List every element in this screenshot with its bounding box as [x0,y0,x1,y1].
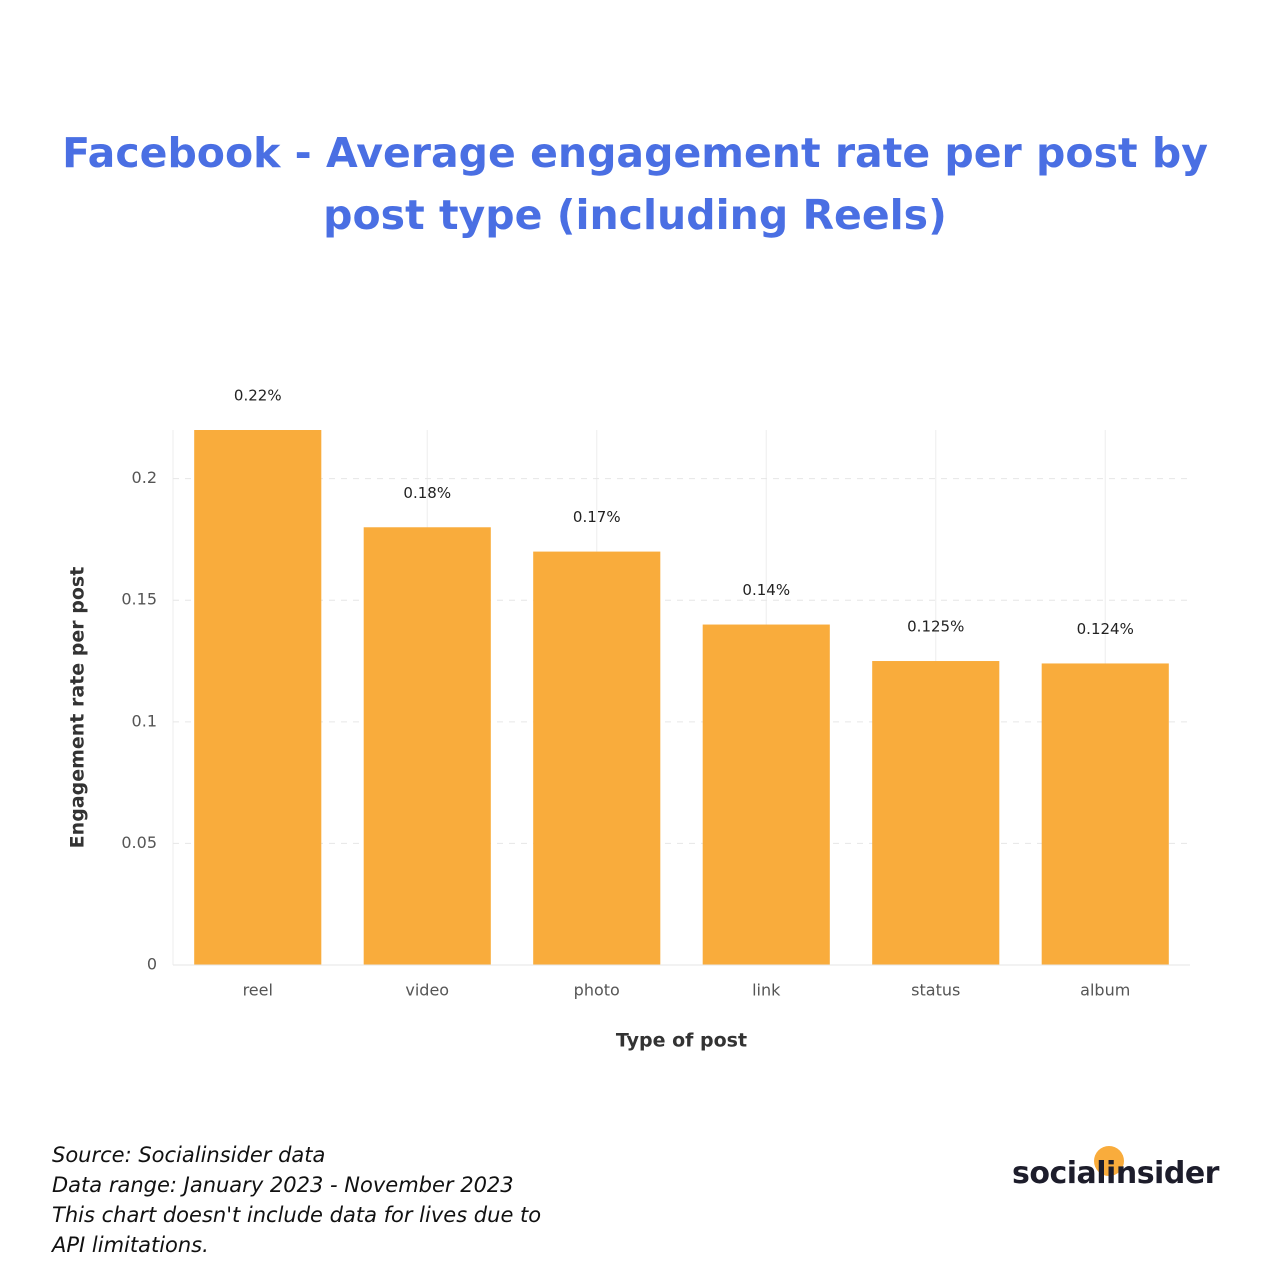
x-tick-label: album [1080,981,1130,1000]
x-axis-label: Type of post [616,1030,747,1052]
value-label: 0.125% [907,618,964,636]
y-axis-label: Engagement rate per post [67,567,89,849]
y-tick-label: 0.15 [121,590,157,609]
value-label: 0.14% [742,581,790,599]
value-label: 0.124% [1077,620,1134,638]
y-tick-label: 0.2 [132,468,157,487]
bar [702,624,830,965]
chart: 0 0.05 0.1 0.15 0.2 reel 0.22% video 0.18% photo 0… [67,387,1190,1052]
y-tick-label: 0 [147,955,157,974]
bar [872,661,1000,965]
value-label: 0.18% [403,484,451,502]
note: Data range: January 2023 - November 2023 [52,1173,514,1197]
value-label: 0.17% [573,508,621,526]
bar [533,551,661,965]
x-tick-label: video [405,981,449,1000]
logo-dot [1094,1146,1124,1176]
x-tick-label: status [911,981,960,1000]
bar [194,430,322,965]
note: Source: Socialinsider data [52,1143,326,1167]
value-label: 0.22% [234,387,282,405]
x-tick-label: link [752,981,781,1000]
chart-title: Facebook - Average engagement rate per p… [62,129,1208,239]
x-tick-label: reel [243,981,273,1000]
x-tick-label: photo [574,981,620,1000]
bar [1041,663,1169,965]
y-tick-label: 0.05 [121,833,157,852]
bar [363,527,491,965]
logo: socialinsider [1012,1156,1219,1191]
note: This chart doesn't include data for live… [52,1203,542,1257]
y-tick-label: 0.1 [132,711,157,730]
notes: Source: Socialinsider data Data range: Ja… [52,1140,552,1260]
